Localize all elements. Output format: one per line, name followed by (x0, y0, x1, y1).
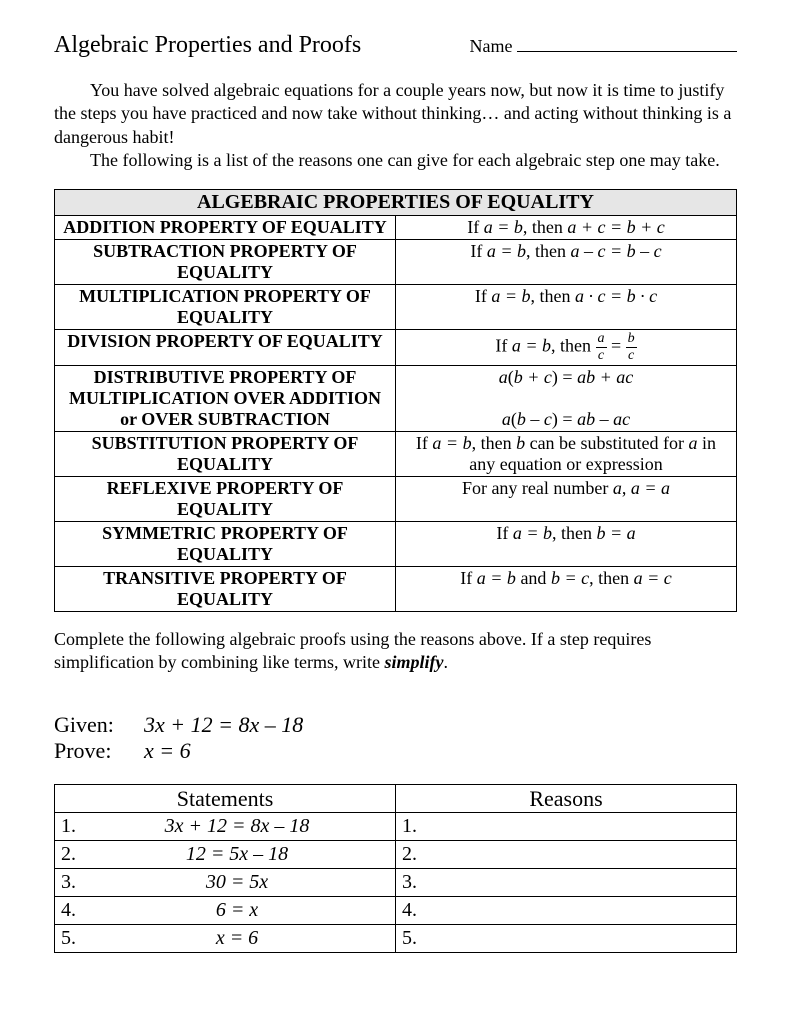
proof-statement-cell: 1.3x + 12 = 8x – 18 (55, 813, 396, 841)
property-name: TRANSITIVE PROPERTY OF EQUALITY (55, 566, 396, 611)
property-name: SUBTRACTION PROPERTY OF EQUALITY (55, 239, 396, 284)
property-rule: If a = b and b = c, then a = c (396, 566, 737, 611)
proof-reason-cell[interactable]: 5. (396, 925, 737, 953)
proof-row: 2.12 = 5x – 182. (55, 841, 737, 869)
properties-table: ALGEBRAIC PROPERTIES OF EQUALITY ADDITIO… (54, 189, 737, 612)
proof-reason-cell[interactable]: 3. (396, 869, 737, 897)
statement-math: 12 = 5x – 18 (85, 843, 389, 866)
statement-math: 6 = x (85, 899, 389, 922)
proof-row: 3.30 = 5x3. (55, 869, 737, 897)
statement-number: 1. (61, 815, 85, 838)
prove-math: x = 6 (144, 738, 191, 764)
property-row: DIVISION PROPERTY OF EQUALITYIf a = b, t… (55, 329, 737, 365)
name-label: Name (470, 36, 513, 56)
proof-reason-cell[interactable]: 2. (396, 841, 737, 869)
property-rule: If a = b, then ac = bc (396, 329, 737, 365)
header-row: Algebraic Properties and Proofs Name (54, 32, 737, 59)
statement-number: 4. (61, 899, 85, 922)
proof-reason-cell[interactable]: 4. (396, 897, 737, 925)
property-row: DISTRIBUTIVE PROPERTY OF MULTIPLICATION … (55, 365, 737, 431)
property-row: SYMMETRIC PROPERTY OF EQUALITYIf a = b, … (55, 521, 737, 566)
property-name: DISTRIBUTIVE PROPERTY OF MULTIPLICATION … (55, 365, 396, 431)
prove-label: Prove: (54, 738, 144, 764)
proof-header-reasons: Reasons (396, 785, 737, 813)
name-field: Name (470, 36, 737, 57)
property-rule: If a = b, then a · c = b · c (396, 284, 737, 329)
property-name: REFLEXIVE PROPERTY OF EQUALITY (55, 476, 396, 521)
property-name: DIVISION PROPERTY OF EQUALITY (55, 329, 396, 365)
property-rule: If a = b, then a – c = b – c (396, 239, 737, 284)
statement-math: 3x + 12 = 8x – 18 (85, 815, 389, 838)
property-rule: If a = b, then b = a (396, 521, 737, 566)
proof-row: 5.x = 65. (55, 925, 737, 953)
proof-header-statements: Statements (55, 785, 396, 813)
property-rule: For any real number a, a = a (396, 476, 737, 521)
statement-number: 2. (61, 843, 85, 866)
property-row: SUBTRACTION PROPERTY OF EQUALITYIf a = b… (55, 239, 737, 284)
page-title: Algebraic Properties and Proofs (54, 32, 361, 59)
proof-row: 4.6 = x4. (55, 897, 737, 925)
statement-number: 3. (61, 871, 85, 894)
proof-statement-cell: 2.12 = 5x – 18 (55, 841, 396, 869)
proof-reason-cell[interactable]: 1. (396, 813, 737, 841)
property-rule: a(b + c) = ab + aca(b – c) = ab – ac (396, 365, 737, 431)
intro-p2: The following is a list of the reasons o… (54, 149, 737, 172)
intro-p1: You have solved algebraic equations for … (54, 79, 737, 149)
proof-statement-cell: 3.30 = 5x (55, 869, 396, 897)
statement-math: x = 6 (85, 927, 389, 950)
intro-paragraphs: You have solved algebraic equations for … (54, 79, 737, 173)
property-row: REFLEXIVE PROPERTY OF EQUALITYFor any re… (55, 476, 737, 521)
property-row: ADDITION PROPERTY OF EQUALITYIf a = b, t… (55, 215, 737, 239)
property-rule: If a = b, then a + c = b + c (396, 215, 737, 239)
instructions: Complete the following algebraic proofs … (54, 628, 737, 675)
properties-table-heading: ALGEBRAIC PROPERTIES OF EQUALITY (55, 189, 737, 215)
property-name: SUBSTITUTION PROPERTY OF EQUALITY (55, 431, 396, 476)
proof-table: Statements Reasons 1.3x + 12 = 8x – 181.… (54, 784, 737, 953)
proof-row: 1.3x + 12 = 8x – 181. (55, 813, 737, 841)
statement-math: 30 = 5x (85, 871, 389, 894)
property-name: SYMMETRIC PROPERTY OF EQUALITY (55, 521, 396, 566)
proof-statement-cell: 5.x = 6 (55, 925, 396, 953)
given-math: 3x + 12 = 8x – 18 (144, 712, 303, 738)
property-rule: If a = b, then b can be substituted for … (396, 431, 737, 476)
property-name: MULTIPLICATION PROPERTY OF EQUALITY (55, 284, 396, 329)
given-prove-block: Given: 3x + 12 = 8x – 18 Prove: x = 6 (54, 712, 737, 764)
statement-number: 5. (61, 927, 85, 950)
proof-statement-cell: 4.6 = x (55, 897, 396, 925)
property-row: MULTIPLICATION PROPERTY OF EQUALITYIf a … (55, 284, 737, 329)
name-blank-line[interactable] (517, 51, 737, 52)
property-name: ADDITION PROPERTY OF EQUALITY (55, 215, 396, 239)
property-row: TRANSITIVE PROPERTY OF EQUALITYIf a = b … (55, 566, 737, 611)
property-row: SUBSTITUTION PROPERTY OF EQUALITYIf a = … (55, 431, 737, 476)
given-label: Given: (54, 712, 144, 738)
